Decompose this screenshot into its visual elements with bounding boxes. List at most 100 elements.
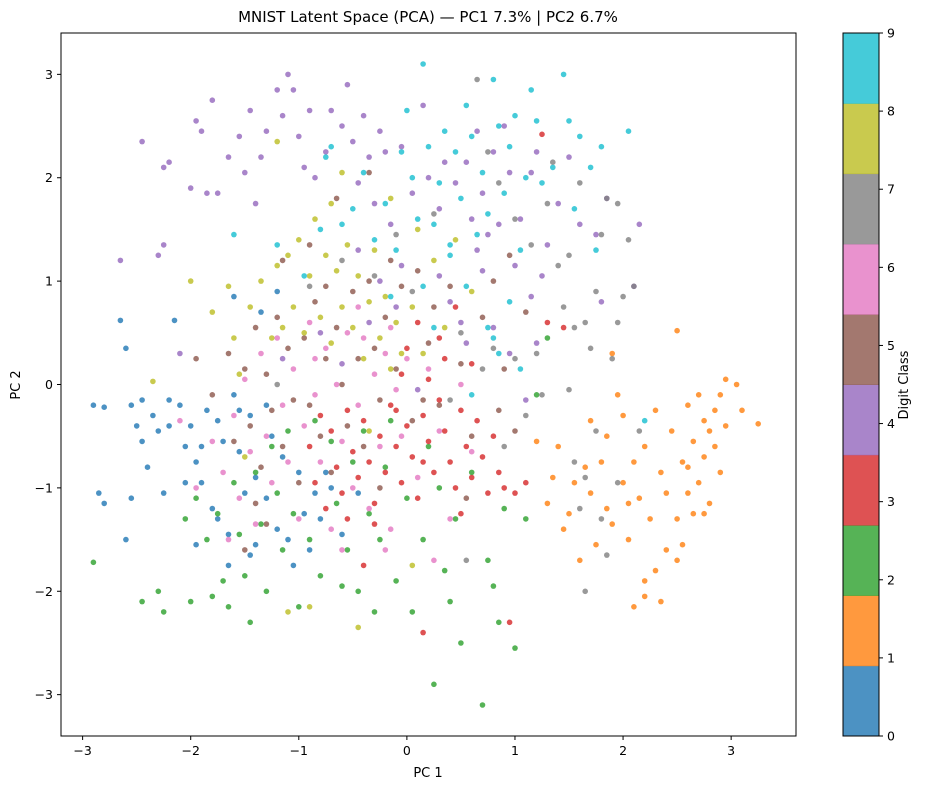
- point-class-9: [501, 190, 508, 196]
- point-class-3: [393, 407, 399, 414]
- point-class-9: [523, 174, 529, 181]
- point-class-4: [160, 242, 167, 248]
- point-class-5: [323, 355, 329, 362]
- point-class-4: [155, 252, 162, 259]
- point-class-7: [306, 283, 313, 290]
- point-class-3: [441, 355, 448, 362]
- point-class-0: [312, 490, 318, 496]
- point-class-4: [452, 180, 459, 186]
- point-class-2: [479, 702, 486, 708]
- point-class-7: [339, 257, 345, 264]
- point-class-6: [247, 448, 253, 455]
- point-class-9: [420, 283, 426, 290]
- point-class-1: [641, 443, 648, 450]
- point-class-0: [301, 510, 308, 517]
- point-class-5: [242, 547, 248, 553]
- point-class-4: [420, 102, 426, 109]
- point-class-9: [496, 123, 502, 129]
- point-class-1: [620, 412, 626, 419]
- point-class-8: [344, 242, 351, 248]
- point-class-0: [123, 536, 129, 543]
- point-class-4: [328, 107, 335, 114]
- x-tick-label: −2: [181, 743, 199, 758]
- point-class-3: [496, 469, 502, 476]
- point-class-8: [274, 138, 281, 145]
- point-class-3: [431, 469, 437, 476]
- point-class-4: [225, 154, 232, 160]
- point-class-9: [587, 164, 594, 171]
- point-class-5: [398, 283, 405, 290]
- point-class-6: [398, 433, 405, 440]
- point-class-8: [350, 324, 356, 331]
- point-class-5: [225, 350, 232, 357]
- point-class-6: [371, 371, 378, 378]
- point-class-4: [193, 118, 199, 124]
- point-class-9: [328, 143, 335, 150]
- point-class-2: [333, 500, 340, 507]
- point-class-4: [198, 128, 205, 134]
- point-class-9: [350, 206, 356, 212]
- point-class-6: [274, 335, 281, 341]
- point-class-4: [204, 190, 210, 196]
- colorbar-segment-1: [843, 595, 879, 667]
- point-class-0: [306, 547, 313, 553]
- point-class-3: [350, 448, 356, 455]
- point-class-7: [577, 180, 583, 186]
- point-class-7: [609, 355, 615, 362]
- colorbar-tick-label: 3: [887, 494, 895, 509]
- point-class-2: [328, 438, 335, 445]
- point-class-1: [555, 443, 561, 450]
- colorbar-tick-label: 6: [887, 260, 895, 275]
- point-class-4: [117, 257, 124, 264]
- point-class-5: [512, 428, 518, 434]
- point-class-5: [425, 340, 432, 346]
- point-class-4: [490, 324, 497, 331]
- point-class-6: [328, 526, 335, 532]
- point-class-0: [355, 490, 362, 496]
- point-class-2: [441, 567, 448, 574]
- point-class-1: [636, 495, 643, 502]
- point-class-5: [333, 195, 340, 202]
- point-class-1: [712, 407, 718, 414]
- point-class-5: [501, 366, 508, 372]
- point-class-8: [242, 454, 248, 460]
- point-class-9: [593, 247, 599, 253]
- point-class-7: [625, 237, 632, 243]
- point-class-7: [431, 211, 437, 217]
- point-class-2: [344, 547, 351, 553]
- point-class-9: [566, 118, 572, 124]
- point-class-3: [360, 417, 367, 424]
- point-class-3: [458, 510, 464, 517]
- point-class-8: [387, 366, 394, 372]
- point-class-8: [247, 304, 253, 310]
- point-class-0: [90, 402, 97, 409]
- point-class-8: [414, 226, 421, 233]
- point-class-2: [371, 609, 378, 615]
- point-class-2: [263, 588, 270, 595]
- point-class-7: [539, 392, 545, 398]
- point-class-4: [187, 185, 194, 191]
- point-class-0: [274, 526, 281, 532]
- point-class-0: [187, 423, 194, 429]
- point-class-0: [182, 479, 189, 486]
- point-class-3: [458, 407, 464, 414]
- point-class-6: [404, 355, 410, 362]
- point-class-6: [382, 350, 389, 357]
- point-class-7: [604, 552, 610, 558]
- point-class-1: [631, 604, 637, 610]
- point-class-3: [544, 319, 551, 326]
- point-class-0: [166, 423, 172, 429]
- point-class-2: [317, 573, 324, 579]
- point-class-5: [296, 479, 302, 486]
- point-class-7: [501, 443, 508, 450]
- point-class-9: [404, 107, 410, 114]
- point-class-0: [274, 288, 281, 295]
- point-class-8: [371, 247, 378, 253]
- point-class-1: [658, 598, 664, 605]
- point-class-8: [231, 335, 237, 341]
- point-class-6: [279, 402, 286, 409]
- point-class-2: [193, 495, 199, 502]
- point-class-1: [695, 392, 702, 398]
- point-class-0: [150, 412, 156, 419]
